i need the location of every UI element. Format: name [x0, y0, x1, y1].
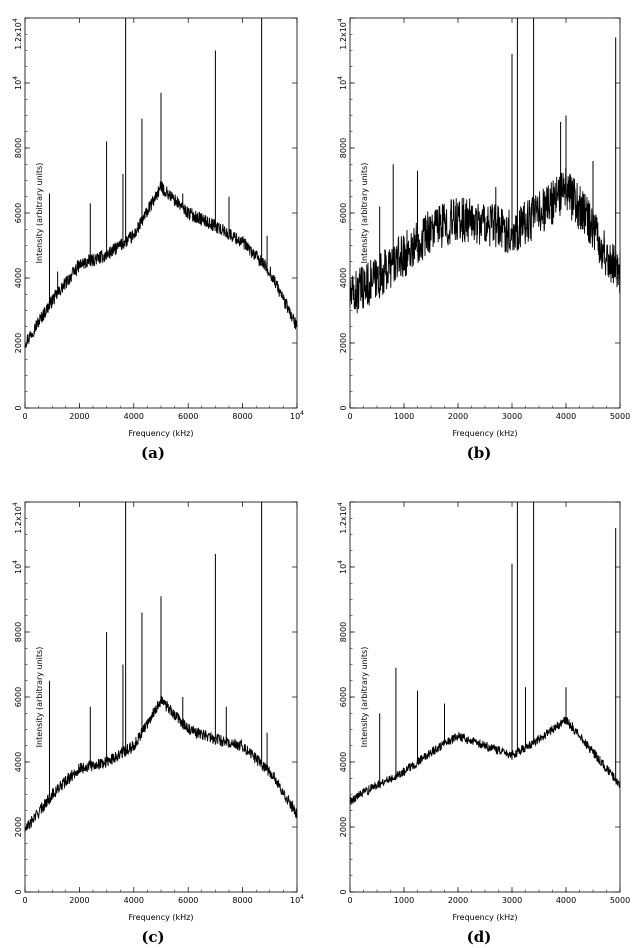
- x-tick-label: 104: [290, 410, 304, 421]
- x-tick-label: 0: [347, 896, 352, 905]
- x-tick-label: 4000: [556, 896, 576, 905]
- y-tick-label: 4000: [339, 268, 348, 288]
- x-tick-label: 8000: [232, 896, 252, 905]
- y-tick-label: 1.2x104: [337, 18, 348, 50]
- chart-d: 0 1000 2000 3000 4000 5000 0 2000 4000 6000 8000 10…: [337, 501, 630, 922]
- x-tick-label: 4000: [124, 896, 144, 905]
- y-tick-label: 0: [339, 405, 348, 410]
- caption-a: (a): [141, 444, 165, 462]
- y-tick-label: 6000: [339, 687, 348, 707]
- x-tick-label: 4000: [124, 412, 144, 421]
- x-tick-label: 6000: [178, 896, 198, 905]
- y-tick-label: 8000: [339, 622, 348, 642]
- x-tick-label: 104: [290, 894, 304, 905]
- x-axis-title: Frequency (kHz): [453, 913, 518, 922]
- y-tick-label: 1.2x104: [12, 18, 23, 50]
- y-tick-label: 104: [12, 76, 23, 90]
- x-tick-label: 2000: [69, 896, 89, 905]
- y-tick-label: 6000: [339, 203, 348, 223]
- y-tick-label: 104: [337, 76, 348, 90]
- y-tick-label: 0: [14, 405, 23, 410]
- y-tick-label: 0: [339, 889, 348, 894]
- spectrum-trace: [349, 167, 621, 314]
- x-tick-label: 0: [347, 412, 352, 421]
- x-tick-label: 3000: [502, 896, 522, 905]
- y-axis-title: Intensity (arbitrary units): [360, 647, 369, 748]
- y-tick-label: 4000: [14, 752, 23, 772]
- y-tick-label: 104: [337, 560, 348, 574]
- chart-c: 0 2000 4000 6000 8000 104 0 2000 4000 6000 8000 104…: [12, 501, 304, 922]
- y-tick-label: 6000: [14, 203, 23, 223]
- y-axis-title: Intensity (arbitrary units): [360, 163, 369, 264]
- plot-frame: [349, 501, 621, 893]
- x-axis-title: Frequency (kHz): [453, 429, 518, 438]
- y-tick-label: 8000: [14, 138, 23, 158]
- y-tick-label: 6000: [14, 687, 23, 707]
- x-tick-label: 5000: [610, 412, 630, 421]
- spectrum-trace: [24, 181, 298, 349]
- y-tick-label: 104: [12, 560, 23, 574]
- y-axis-title: Intensity (arbitrary units): [35, 163, 44, 264]
- y-axis-title: Intensity (arbitrary units): [35, 647, 44, 748]
- x-tick-label: 1000: [394, 412, 414, 421]
- caption-b: (b): [466, 444, 492, 462]
- y-tick-label: 8000: [339, 138, 348, 158]
- y-tick-label: 4000: [14, 268, 23, 288]
- x-tick-label: 3000: [502, 412, 522, 421]
- x-tick-label: 2000: [69, 412, 89, 421]
- y-tick-label: 8000: [14, 622, 23, 642]
- x-tick-label: 2000: [448, 896, 468, 905]
- x-tick-label: 1000: [394, 896, 414, 905]
- y-tick-label: 1.2x104: [12, 502, 23, 534]
- y-tick-label: 1.2x104: [337, 502, 348, 534]
- caption-d: (d): [466, 928, 492, 946]
- x-axis-title: Frequency (kHz): [129, 913, 194, 922]
- x-tick-label: 5000: [610, 896, 630, 905]
- spectrum-trace: [24, 695, 298, 833]
- y-tick-label: 2000: [339, 817, 348, 837]
- plot-frame: [24, 17, 298, 409]
- spectrum-trace: [349, 716, 621, 805]
- x-tick-label: 8000: [232, 412, 252, 421]
- chart-b: 0 1000 2000 3000 4000 5000 0 2000 4000 6000 8000 10…: [337, 17, 630, 438]
- y-tick-label: 2000: [14, 333, 23, 353]
- chart-a: 0 2000 4000 6000 8000 104 0 2000 4000 6000 8000 104…: [12, 17, 304, 438]
- x-tick-label: 2000: [448, 412, 468, 421]
- x-tick-label: 6000: [178, 412, 198, 421]
- x-axis-title: Frequency (kHz): [129, 429, 194, 438]
- y-tick-label: 2000: [14, 817, 23, 837]
- x-tick-label: 0: [22, 896, 27, 905]
- caption-c: (c): [141, 928, 165, 946]
- y-tick-label: 2000: [339, 333, 348, 353]
- y-tick-label: 4000: [339, 752, 348, 772]
- x-tick-label: 4000: [556, 412, 576, 421]
- x-tick-label: 0: [22, 412, 27, 421]
- y-tick-label: 0: [14, 889, 23, 894]
